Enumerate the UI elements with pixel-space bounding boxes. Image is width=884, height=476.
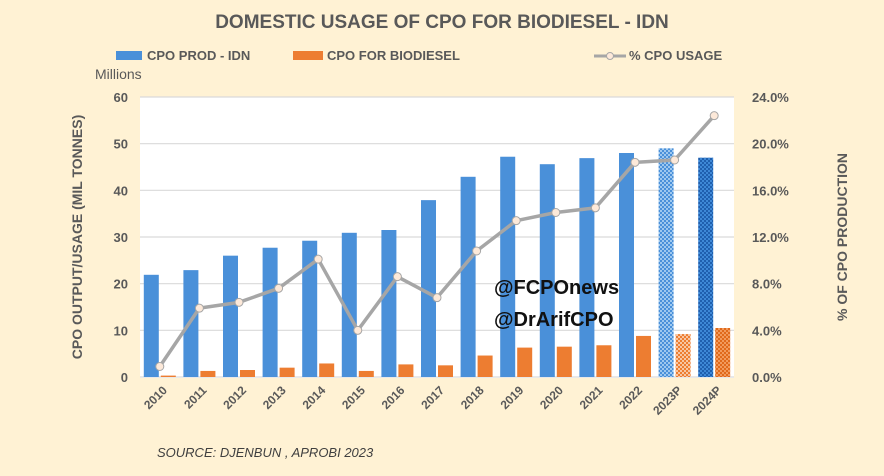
x-tick: 2020 bbox=[537, 383, 566, 412]
bar-cpo-biodiesel bbox=[477, 355, 493, 377]
bar-cpo-biodiesel bbox=[160, 375, 176, 377]
bars bbox=[143, 148, 731, 377]
watermark-line-2: @DrArifCPO bbox=[494, 309, 614, 331]
y-tick: 20 bbox=[114, 277, 128, 292]
x-tick: 2022 bbox=[616, 383, 645, 412]
bar-cpo-prod bbox=[341, 232, 357, 377]
x-tick: 2012 bbox=[220, 383, 249, 412]
y-tick: 60 bbox=[114, 90, 128, 105]
bar-cpo-prod bbox=[460, 176, 476, 377]
x-tick: 2019 bbox=[498, 383, 527, 412]
bar-cpo-prod bbox=[381, 230, 397, 377]
usage-point bbox=[432, 293, 442, 303]
y-tick: 10 bbox=[114, 323, 128, 338]
y-axis-title: CPO OUTPUT/USAGE (MIL TONNES) bbox=[69, 115, 85, 360]
bar-cpo-prod bbox=[143, 274, 159, 377]
y2-axis-title: % OF CPO PRODUCTION bbox=[834, 153, 850, 321]
usage-line bbox=[155, 111, 719, 371]
y-tick: 40 bbox=[114, 183, 128, 198]
bar-cpo-prod bbox=[658, 148, 674, 377]
y2-tick: 4.0% bbox=[752, 323, 782, 338]
usage-point bbox=[155, 362, 165, 371]
x-tick: 2016 bbox=[379, 383, 408, 412]
y2-tick: 24.0% bbox=[752, 90, 789, 105]
bar-cpo-prod bbox=[619, 153, 634, 377]
usage-point bbox=[670, 155, 680, 165]
y-tick: 30 bbox=[114, 230, 128, 245]
x-tick: 2011 bbox=[181, 383, 210, 412]
legend-label-prod: CPO PROD - IDN bbox=[147, 48, 250, 63]
legend-marker-usage bbox=[606, 52, 614, 60]
y-axis-ticks: 0 10 20 30 40 50 60 bbox=[114, 90, 128, 385]
x-tick: 2017 bbox=[418, 383, 447, 412]
bar-cpo-biodiesel bbox=[319, 363, 335, 377]
x-tick: 2015 bbox=[339, 383, 368, 412]
bar-cpo-prod bbox=[579, 158, 595, 377]
bar-cpo-biodiesel bbox=[596, 345, 612, 377]
usage-point bbox=[194, 303, 204, 313]
y2-tick: 0.0% bbox=[752, 370, 782, 385]
watermark-line-1: @FCPOnews bbox=[494, 277, 619, 299]
usage-point bbox=[313, 254, 323, 264]
x-tick: 2024P bbox=[690, 383, 724, 417]
bar-cpo-biodiesel bbox=[517, 347, 533, 377]
bar-cpo-biodiesel bbox=[556, 346, 572, 377]
x-axis-ticks: 2010 2011 2012 2013 2014 2015 2016 2017 … bbox=[141, 383, 724, 418]
bar-cpo-biodiesel bbox=[636, 335, 651, 377]
y2-tick: 8.0% bbox=[752, 277, 782, 292]
usage-point bbox=[630, 157, 640, 167]
x-tick: 2010 bbox=[141, 383, 170, 412]
y-tick: 50 bbox=[114, 137, 128, 152]
legend-label-usage: % CPO USAGE bbox=[629, 48, 723, 63]
usage-point bbox=[511, 216, 521, 226]
usage-point bbox=[353, 325, 363, 335]
bar-cpo-biodiesel bbox=[398, 364, 414, 377]
x-tick: 2018 bbox=[458, 383, 487, 412]
bar-cpo-biodiesel bbox=[358, 370, 374, 377]
bar-cpo-biodiesel bbox=[200, 370, 216, 377]
source-note: SOURCE: DJENBUN , APROBI 2023 bbox=[157, 445, 374, 460]
usage-point bbox=[234, 297, 244, 307]
usage-point bbox=[709, 111, 719, 121]
bar-cpo-prod bbox=[421, 200, 436, 377]
bar-cpo-biodiesel bbox=[438, 365, 453, 377]
y2-tick: 12.0% bbox=[752, 230, 789, 245]
x-tick: 2023P bbox=[650, 383, 684, 417]
units-label: Millions bbox=[95, 66, 142, 82]
usage-point bbox=[472, 246, 482, 256]
bar-cpo-prod bbox=[539, 164, 555, 377]
legend-swatch-prod bbox=[116, 51, 142, 60]
bar-cpo-prod bbox=[262, 247, 278, 377]
y2-axis-ticks: 0.0% 4.0% 8.0% 12.0% 16.0% 20.0% 24.0% bbox=[752, 90, 789, 385]
legend-label-biodiesel: CPO FOR BIODIESEL bbox=[327, 48, 460, 63]
gridlines bbox=[140, 96, 734, 378]
bar-cpo-biodiesel bbox=[279, 367, 295, 377]
x-tick: 2021 bbox=[577, 383, 606, 412]
bar-cpo-prod bbox=[500, 156, 516, 377]
usage-point bbox=[392, 272, 402, 282]
bar-cpo-prod bbox=[302, 240, 318, 377]
bar-cpo-biodiesel bbox=[715, 328, 731, 377]
x-tick: 2014 bbox=[300, 383, 329, 412]
legend-swatch-biodiesel bbox=[293, 51, 323, 60]
x-tick: 2013 bbox=[260, 383, 289, 412]
bar-cpo-prod bbox=[223, 255, 238, 377]
y2-tick: 20.0% bbox=[752, 137, 789, 152]
usage-point bbox=[590, 203, 600, 213]
usage-point bbox=[274, 283, 284, 293]
legend: CPO PROD - IDN CPO FOR BIODIESEL % CPO U… bbox=[116, 48, 723, 63]
usage-point bbox=[551, 208, 561, 217]
bar-cpo-biodiesel bbox=[240, 370, 255, 377]
y-tick: 0 bbox=[121, 370, 128, 385]
bar-cpo-biodiesel bbox=[675, 334, 691, 377]
bar-cpo-prod bbox=[698, 157, 714, 377]
chart-title: DOMESTIC USAGE OF CPO FOR BIODIESEL - ID… bbox=[215, 12, 669, 33]
y2-tick: 16.0% bbox=[752, 183, 789, 198]
